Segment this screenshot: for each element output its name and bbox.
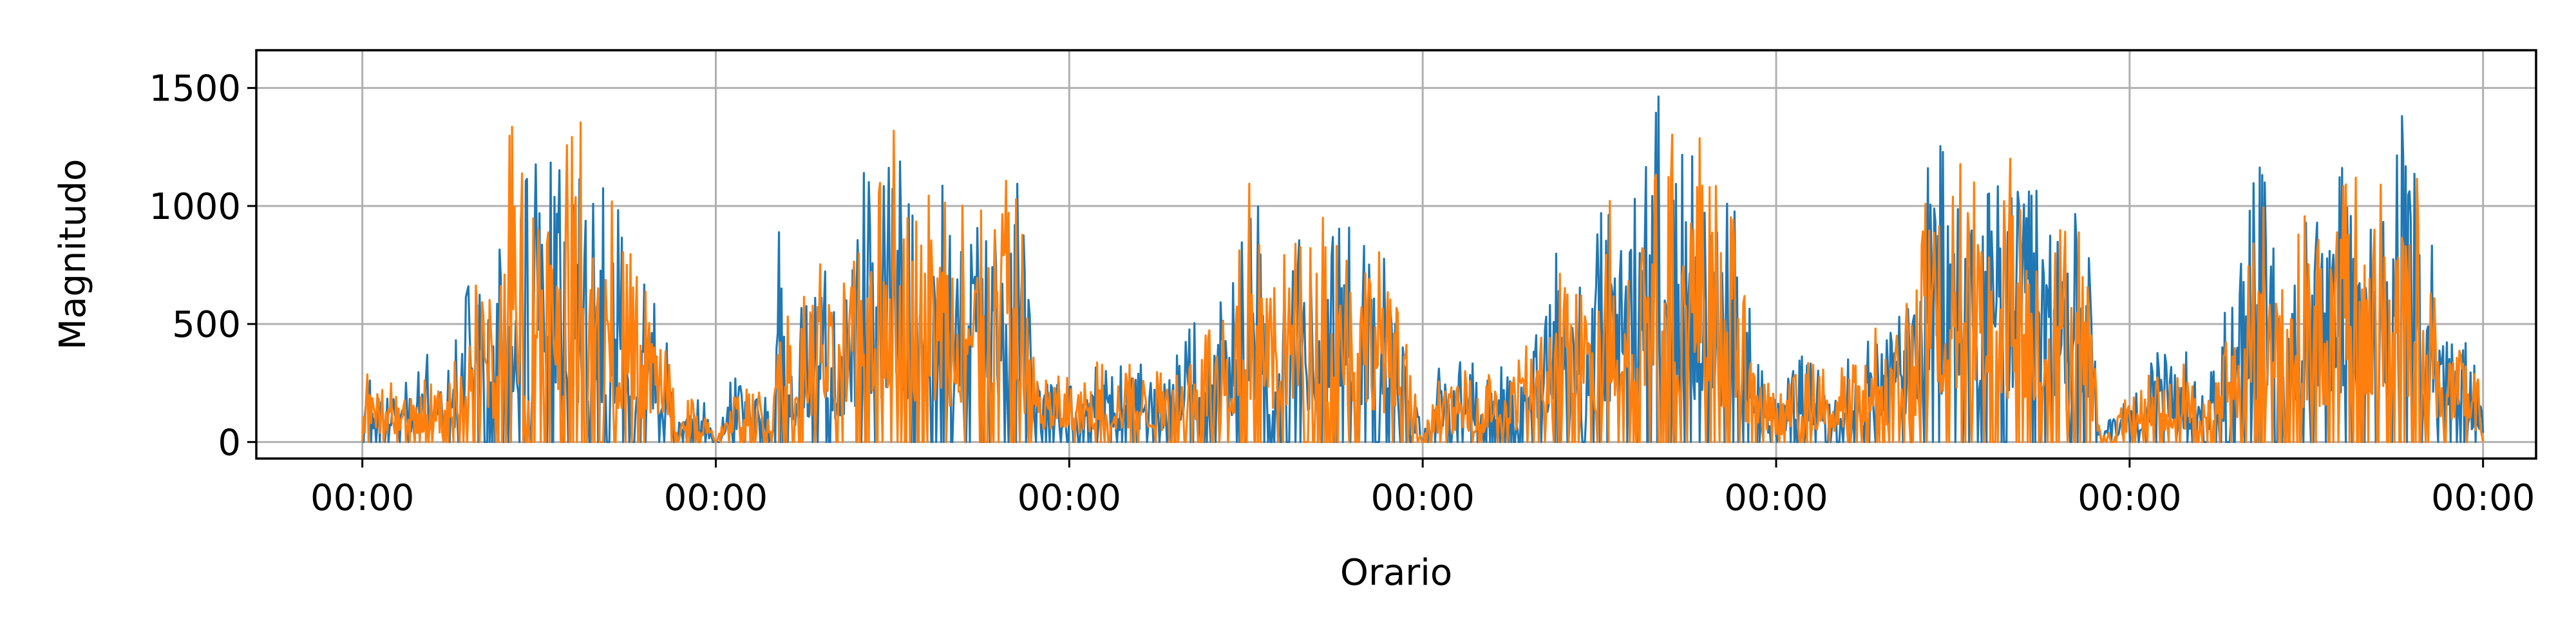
x-tick-label: 00:00 — [1018, 477, 1121, 519]
y-tick-label: 1000 — [149, 186, 241, 228]
y-tick-label: 0 — [218, 422, 241, 464]
x-tick-label: 00:00 — [2431, 477, 2535, 519]
x-tick-label: 00:00 — [664, 477, 768, 519]
x-tick-label: 00:00 — [310, 477, 414, 519]
y-axis-label: Magnitudo — [52, 159, 94, 350]
plot-area — [361, 95, 2485, 443]
axes-frame — [255, 49, 2537, 460]
y-tick-label: 1500 — [149, 68, 241, 110]
x-axis-label: Orario — [1340, 552, 1452, 594]
x-tick-label: 00:00 — [1724, 477, 1828, 519]
x-tick-label: 00:00 — [2078, 477, 2181, 519]
series-line-2 — [361, 121, 2485, 443]
axis-ticks: 00:00 00:00 00:00 00:00 00:00 00:00 00:00 0 500 1… — [149, 68, 2535, 519]
y-tick-label: 500 — [172, 304, 241, 346]
x-tick-label: 00:00 — [1370, 477, 1474, 519]
